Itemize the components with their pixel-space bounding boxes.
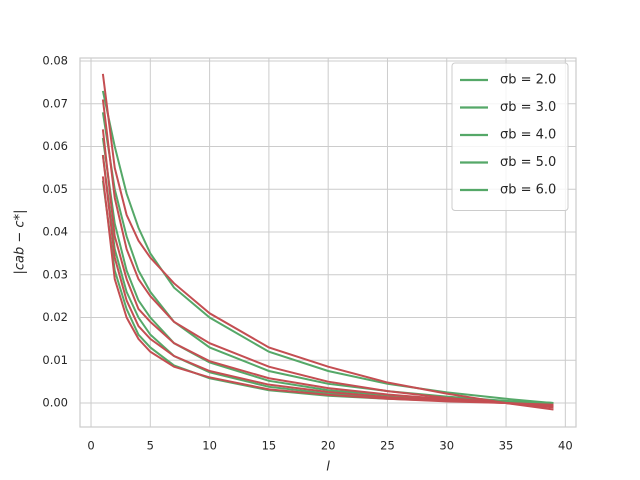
y-tick-label: 0.01	[42, 353, 68, 367]
y-tick-label: 0.02	[42, 310, 68, 324]
y-tick-label: 0.00	[42, 396, 68, 410]
x-tick-label: 40	[558, 439, 573, 453]
series-line	[101, 112, 554, 405]
x-tick-label: 30	[439, 439, 454, 453]
series-line	[101, 176, 554, 406]
series-line	[101, 99, 554, 409]
x-tick-label: 15	[262, 439, 277, 453]
x-tick-label: 25	[380, 439, 395, 453]
legend-label: σb = 6.0	[500, 183, 556, 198]
legend-box	[451, 62, 569, 211]
x-tick-label: 5	[147, 439, 154, 453]
y-tick-label: 0.07	[42, 96, 68, 110]
legend-label: σb = 3.0	[500, 100, 556, 115]
x-tick-label: 20	[321, 439, 336, 453]
legend-label: σb = 2.0	[500, 73, 556, 88]
series-line	[101, 90, 554, 405]
series-line	[101, 73, 554, 411]
y-tick-label: 0.04	[42, 225, 68, 239]
legend-label: σb = 4.0	[500, 128, 556, 143]
y-tick-label: 0.08	[42, 53, 68, 67]
x-axis-label: l	[326, 460, 330, 475]
legend-label: σb = 5.0	[500, 155, 556, 170]
y-tick-label: 0.03	[42, 267, 68, 281]
x-tick-label: 0	[87, 439, 94, 453]
x-tick-label: 35	[499, 439, 514, 453]
x-tick-label: 10	[202, 439, 217, 453]
series-line	[101, 129, 554, 408]
y-axis-label: |cab − c*|	[13, 210, 28, 275]
y-tick-label: 0.06	[42, 139, 68, 153]
y-tick-label: 0.05	[42, 182, 68, 196]
